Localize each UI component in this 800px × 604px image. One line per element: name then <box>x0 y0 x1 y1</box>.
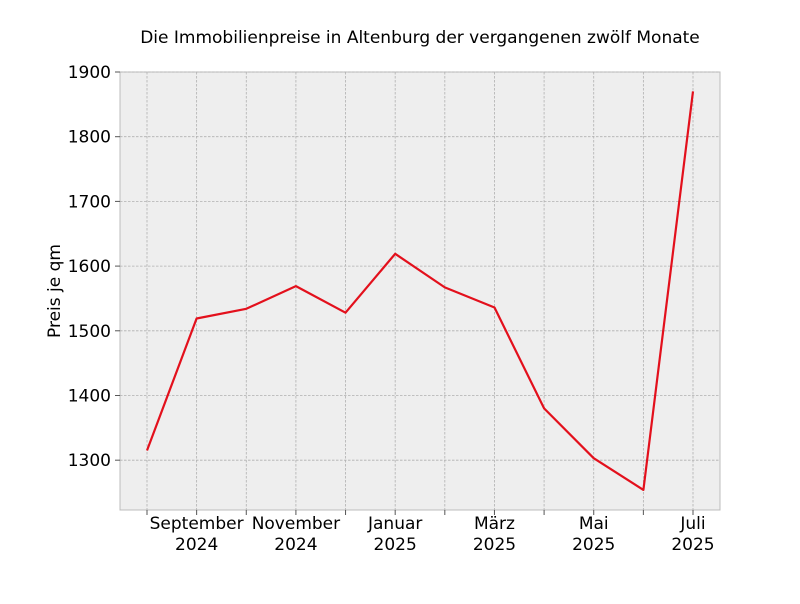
plot-area <box>119 71 721 511</box>
y-tick-label: 1700 <box>68 192 111 212</box>
x-tick-label-month: Juli <box>679 514 705 534</box>
x-tick-label-year: 2024 <box>274 535 317 555</box>
y-axis-label: Preis je qm <box>45 244 65 338</box>
y-tick-label: 1500 <box>68 322 111 342</box>
chart-title: Die Immobilienpreise in Altenburg der ve… <box>140 28 700 48</box>
x-tick-label-month: Januar <box>367 514 422 534</box>
x-tick-label-year: 2025 <box>671 535 714 555</box>
x-tick-label-year: 2024 <box>175 535 218 555</box>
x-tick-label-month: Mai <box>579 514 609 534</box>
series-line <box>145 91 695 491</box>
x-tick-label-month: März <box>474 514 515 534</box>
y-tick-label: 1800 <box>68 128 111 148</box>
y-tick-label: 1900 <box>68 63 111 83</box>
y-tick-label: 1600 <box>68 257 111 277</box>
series-layer <box>145 91 695 491</box>
x-tick-label-year: 2025 <box>473 535 516 555</box>
y-tick-label: 1300 <box>68 451 111 471</box>
x-tick-label-month: September <box>150 514 244 534</box>
grid <box>120 71 720 510</box>
x-tick-label-year: 2025 <box>572 535 615 555</box>
x-tick-label-year: 2025 <box>374 535 417 555</box>
axes: 1300140015001600170018001900September202… <box>68 63 715 555</box>
x-tick-label-month: November <box>252 514 340 534</box>
y-tick-label: 1400 <box>68 386 111 406</box>
